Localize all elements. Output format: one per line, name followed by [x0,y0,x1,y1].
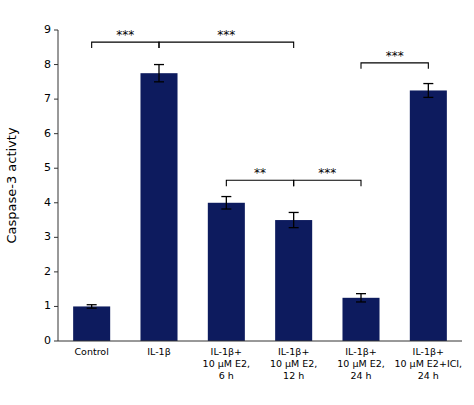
y-tick [54,64,58,65]
y-tick-label: 6 [44,127,51,140]
x-tick-label: IL-1β+10 μM E2+ICI,24 h [395,346,463,381]
error-bar [356,294,366,302]
significance-bracket [92,42,159,48]
y-tick-label: 1 [44,299,51,312]
annotations: ************** [92,28,429,186]
y-axis: 0 1 2 3 4 5 6 7 8 9 [44,23,58,347]
y-tick [54,202,58,203]
significance-bracket [226,180,293,186]
y-tick [54,306,58,307]
bar [140,73,177,341]
y-tick-label: 0 [44,334,51,347]
y-tick-label: 4 [44,196,51,209]
significance-label: *** [217,28,235,42]
x-tick-label: Control [74,346,108,357]
significance-label: *** [116,28,134,42]
y-tick-label: 2 [44,265,51,278]
bar [275,220,312,341]
y-tick [54,271,58,272]
x-tick-label: IL-1β+10 μM E2,12 h [270,346,317,381]
y-axis-line [58,30,59,341]
x-axis-line [58,341,462,342]
significance-bracket [294,180,361,186]
y-axis-label: Caspase-3 activty [4,127,19,244]
bar [410,90,447,341]
significance-label: ** [254,166,266,180]
plot-area [73,65,447,341]
y-tick [54,168,58,169]
y-tick [54,30,58,31]
y-tick-label: 8 [44,58,51,71]
y-tick [54,133,58,134]
bar [208,203,245,341]
significance-label: *** [318,166,336,180]
x-tick-label: IL-1β+10 μM E2,6 h [203,346,250,381]
bar [342,298,379,341]
error-bar [221,197,231,209]
error-bar [87,305,97,308]
error-bar [154,65,164,82]
error-bar [423,84,433,98]
y-tick [54,99,58,100]
bar [73,306,110,341]
x-tick-label: IL-1β+10 μM E2,24 h [337,346,384,381]
y-tick-label: 9 [44,23,51,36]
significance-label: *** [386,49,404,63]
significance-bracket [361,63,428,69]
significance-bracket [159,42,294,48]
y-tick-label: 5 [44,161,51,174]
x-axis: Control IL-1β IL-1β+10 μM E2,6 h IL-1β+10 μ… [58,341,462,381]
y-tick-label: 3 [44,230,51,243]
y-tick [54,237,58,238]
y-tick [54,341,58,342]
y-tick-label: 7 [44,92,51,105]
chart: 0 1 2 3 4 5 6 7 8 9 Caspase-3 activty Control IL-1β I… [0,0,474,405]
x-tick-label: IL-1β [147,346,170,357]
error-bar [289,212,299,227]
